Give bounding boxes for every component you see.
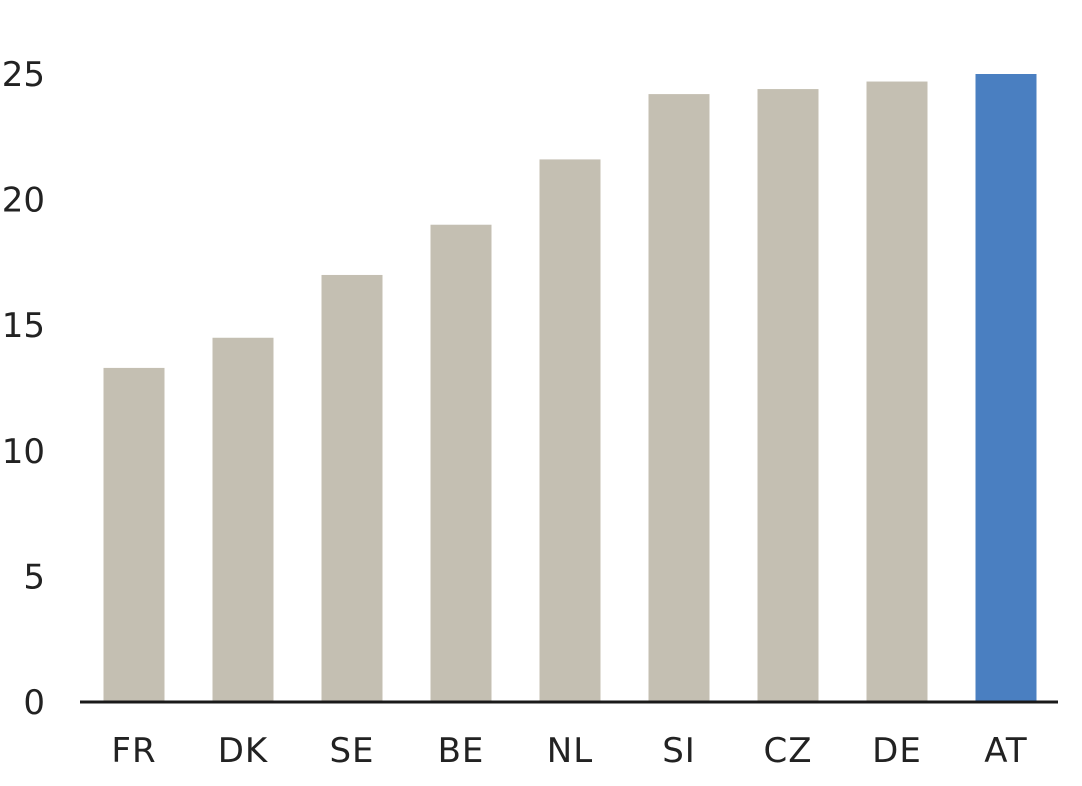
x-label-fr: FR xyxy=(111,731,156,771)
x-label-se: SE xyxy=(329,731,374,771)
x-label-nl: NL xyxy=(547,731,593,771)
bar-at xyxy=(975,74,1037,702)
x-label-si: SI xyxy=(662,731,696,771)
bar-se xyxy=(321,274,383,702)
y-tick-label-25: 25 xyxy=(2,55,45,95)
bar-fr xyxy=(103,367,165,702)
y-axis-ticks: 0 5 10 15 20 25 xyxy=(2,55,45,723)
bar-be xyxy=(430,224,492,702)
x-label-cz: CZ xyxy=(763,731,812,771)
y-tick-label-0: 0 xyxy=(23,683,45,723)
y-tick-label-15: 15 xyxy=(2,306,45,346)
bar-cz xyxy=(757,89,819,702)
x-axis-labels: FR DK SE BE NL SI CZ DE AT xyxy=(111,731,1027,771)
bars-group xyxy=(103,74,1037,702)
y-tick-label-20: 20 xyxy=(2,181,45,221)
bar-de xyxy=(866,81,928,702)
bar-dk xyxy=(212,337,274,702)
bar-nl xyxy=(539,159,601,702)
y-tick-label-5: 5 xyxy=(23,557,45,597)
x-label-dk: DK xyxy=(218,731,269,771)
x-label-at: AT xyxy=(984,731,1027,771)
x-label-de: DE xyxy=(872,731,922,771)
bar-si xyxy=(648,94,710,702)
y-tick-label-10: 10 xyxy=(2,432,45,472)
x-label-be: BE xyxy=(438,731,485,771)
